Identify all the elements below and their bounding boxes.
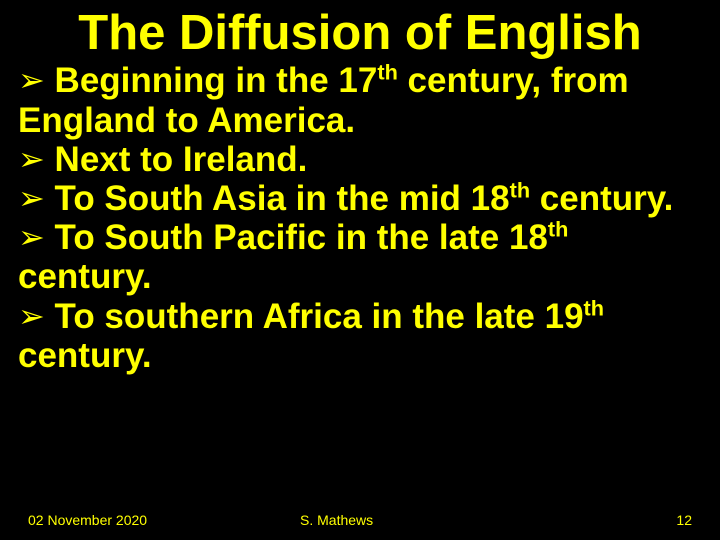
bullet-arrow-icon: ➢	[18, 180, 45, 216]
bullet-text-post: century.	[18, 336, 152, 375]
bullet-text-sup: th	[548, 217, 568, 242]
bullet-text-post: century.	[18, 257, 152, 296]
bullet-arrow-icon: ➢	[18, 62, 45, 98]
bullet-text-sup: th	[377, 60, 397, 85]
bullet-text-pre: Next to Ireland.	[55, 140, 308, 179]
bullet-text-pre: To southern Africa in the late 19	[55, 297, 584, 336]
bullet-arrow-icon: ➢	[18, 141, 45, 177]
bullet-arrow-icon: ➢	[18, 219, 45, 255]
bullet-text-post: century.	[530, 179, 673, 218]
footer-page-number: 12	[676, 512, 692, 528]
bullet-item: ➢ To South Pacific in the late 18th cent…	[18, 218, 702, 296]
bullet-item: ➢ Beginning in the 17th century, from En…	[18, 61, 702, 139]
bullet-text-pre: To South Asia in the mid 18	[55, 179, 510, 218]
bullet-text-sup: th	[584, 295, 604, 320]
footer-date: 02 November 2020	[28, 512, 147, 528]
slide-body: ➢ Beginning in the 17th century, from En…	[18, 61, 702, 375]
bullet-text-sup: th	[510, 177, 530, 202]
bullet-item: ➢ To southern Africa in the late 19th ce…	[18, 297, 702, 375]
bullet-item: ➢ To South Asia in the mid 18th century.	[18, 179, 702, 218]
footer-author: S. Mathews	[300, 512, 373, 528]
bullet-arrow-icon: ➢	[18, 298, 45, 334]
bullet-item: ➢ Next to Ireland.	[18, 140, 702, 179]
slide-title: The Diffusion of English	[18, 8, 702, 59]
bullet-text-pre: To South Pacific in the late 18	[55, 218, 548, 257]
slide: The Diffusion of English ➢ Beginning in …	[0, 0, 720, 540]
bullet-text-pre: Beginning in the 17	[55, 61, 378, 100]
